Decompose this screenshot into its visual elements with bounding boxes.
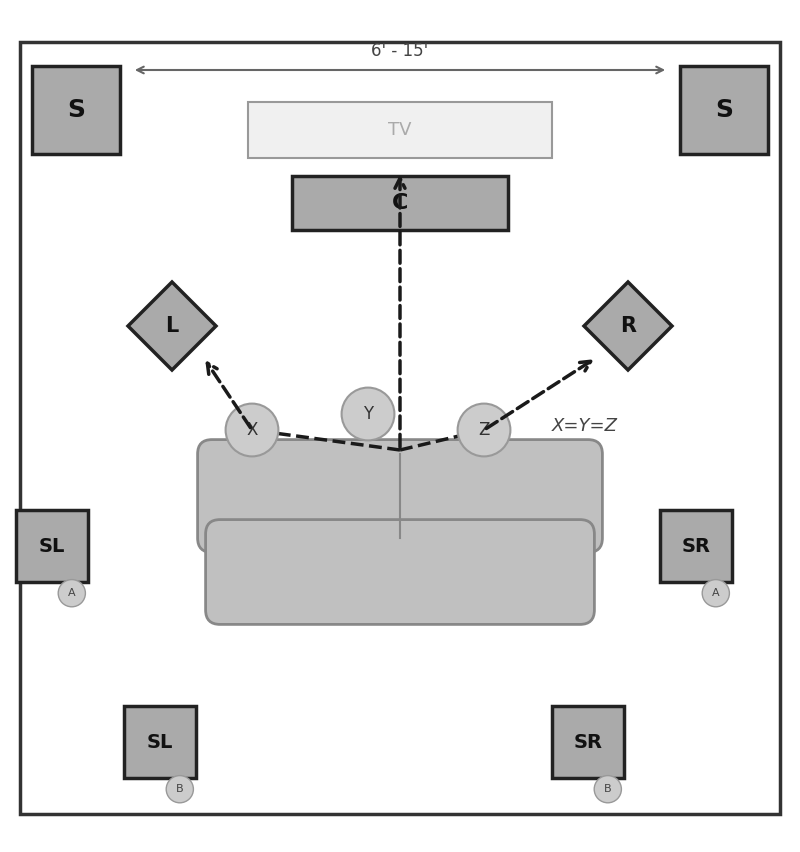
Text: SL: SL <box>39 537 65 556</box>
Text: A: A <box>712 588 720 598</box>
Text: X=Y=Z: X=Y=Z <box>552 417 618 435</box>
Text: TV: TV <box>388 121 412 139</box>
Bar <box>124 706 196 778</box>
Text: B: B <box>604 784 612 794</box>
FancyBboxPatch shape <box>206 520 594 625</box>
Circle shape <box>458 404 510 457</box>
Text: A: A <box>68 588 76 598</box>
Circle shape <box>342 388 394 440</box>
Text: L: L <box>166 316 178 336</box>
Circle shape <box>702 579 730 607</box>
FancyBboxPatch shape <box>198 440 602 552</box>
Text: SR: SR <box>574 733 602 751</box>
Bar <box>660 510 732 582</box>
Text: SL: SL <box>147 733 173 751</box>
Text: Y: Y <box>363 405 373 423</box>
Text: R: R <box>620 316 636 336</box>
Circle shape <box>58 579 86 607</box>
Text: B: B <box>176 784 184 794</box>
Text: S: S <box>67 98 85 122</box>
Circle shape <box>226 404 278 457</box>
Text: X: X <box>246 421 258 439</box>
Bar <box>680 66 768 154</box>
Text: Z: Z <box>478 421 490 439</box>
Bar <box>16 510 88 582</box>
Text: 6' - 15': 6' - 15' <box>371 43 429 60</box>
Text: C: C <box>392 193 408 213</box>
Bar <box>292 176 508 230</box>
Circle shape <box>594 775 622 803</box>
Bar <box>32 66 120 154</box>
Text: SR: SR <box>682 537 710 556</box>
Text: S: S <box>715 98 733 122</box>
Polygon shape <box>584 282 672 370</box>
Polygon shape <box>128 282 216 370</box>
Bar <box>552 706 624 778</box>
Circle shape <box>166 775 194 803</box>
Bar <box>248 102 552 158</box>
